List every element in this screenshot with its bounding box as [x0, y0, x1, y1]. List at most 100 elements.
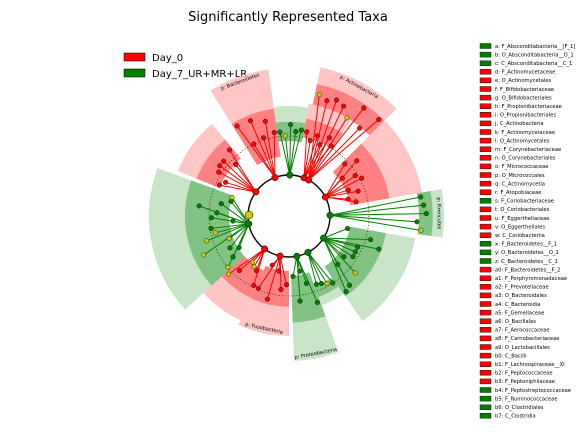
tree-branch [253, 143, 276, 178]
tree-branch [323, 237, 371, 241]
tree-branch [215, 223, 249, 234]
tree-branch [325, 175, 356, 198]
clade-root-node [320, 234, 328, 242]
clade-wedge-inner [291, 272, 326, 323]
tree-node [230, 254, 236, 260]
clade-wedge [210, 69, 281, 166]
tree-branch [279, 132, 291, 176]
tree-node [418, 227, 424, 233]
clade-root-node [304, 248, 312, 256]
tree-node [343, 289, 349, 295]
tree-node [236, 245, 242, 251]
key-swatch [479, 223, 492, 230]
tree-node [278, 286, 284, 292]
tree-node [298, 127, 304, 133]
key-label: o: F_Micrococcaceae [495, 164, 548, 170]
tree-node [330, 280, 336, 286]
key-swatch [479, 215, 492, 221]
key-swatch [479, 266, 492, 273]
clade-wedge-inner [324, 226, 386, 297]
key-label: a6: O_Bacillales [495, 319, 536, 325]
tree-branch [307, 252, 334, 284]
clade-root-node [305, 176, 313, 184]
tree-branch [307, 252, 322, 284]
tree-node [339, 175, 345, 181]
tree-branch [308, 100, 328, 181]
key-label: u: F_Eggerthellaceae [495, 216, 549, 222]
tree-node [283, 282, 289, 288]
tree-node [344, 115, 350, 121]
tree-node [236, 268, 242, 274]
phylum-label: p: Firmicutes [435, 197, 442, 230]
key-label: a3: O_Bacteroidales [495, 293, 547, 299]
tree-branch [266, 255, 281, 300]
tree-branch [219, 184, 256, 193]
tree-branch [323, 228, 348, 239]
tree-branch [198, 205, 249, 225]
tree-node [341, 254, 347, 260]
key-swatch [479, 189, 492, 195]
tree-branch [238, 223, 250, 248]
tree-node [304, 129, 310, 135]
tree-branch [303, 140, 311, 178]
key-swatch [479, 404, 492, 410]
tree-node [217, 163, 223, 169]
tree-branch [308, 94, 320, 181]
clade-root-node [271, 174, 279, 181]
tree-node [353, 199, 359, 205]
tree-branch [323, 237, 350, 286]
tree-node [288, 122, 294, 128]
tree-branch [223, 160, 257, 193]
tree-branch [303, 144, 321, 179]
tree-ring-mid [208, 135, 370, 297]
tree-node [352, 270, 358, 276]
clade-wedge-inner [312, 84, 385, 136]
tree-branch [229, 223, 250, 249]
key-label: b: O_Absconditabacteria__O_1 [495, 52, 574, 58]
key-swatch [479, 413, 492, 419]
key-swatch [479, 318, 492, 324]
key-label: f: F_Bifidobacteriaceae [495, 87, 554, 93]
tree-node [213, 230, 219, 236]
key-label: i: O_Propionibacteriales [495, 113, 556, 119]
key-swatch [479, 361, 492, 367]
tree-node [293, 129, 299, 135]
clade-wedge [312, 67, 397, 136]
key-label: l: O_Actinomycetales [495, 138, 550, 144]
key-label: b7: C_Clostridia [495, 414, 536, 420]
tree-node [355, 188, 361, 194]
key-swatch [479, 155, 492, 161]
clade-wedge [238, 265, 289, 336]
tree-branch [329, 213, 427, 216]
tree-node [262, 118, 268, 124]
tree-branch [308, 99, 338, 181]
key-label: p: O_Micrococcales [495, 173, 545, 179]
tree-node [277, 129, 283, 135]
tree-node [251, 141, 257, 147]
legend-swatch-day0 [123, 52, 146, 62]
clade-wedge [177, 124, 241, 188]
tree-branch [324, 177, 343, 198]
tree-node [352, 173, 358, 179]
tree-node [341, 103, 347, 109]
tree-node [297, 298, 303, 304]
tree-branch [325, 177, 362, 198]
key-label: y: O_Bacteroidetes__O_1 [495, 250, 559, 256]
key-label: v: O_Eggerthellales [495, 224, 545, 230]
tree-branch [225, 181, 256, 193]
tree-branch [308, 107, 365, 181]
taxa-key-list: a: F_Absconditabacteria__[F_1] b: O_Absco… [479, 43, 575, 420]
tree-node [251, 282, 257, 288]
key-label: e: O_Actinomycetales [495, 78, 552, 84]
tree-node [421, 202, 427, 208]
tree-branch [206, 223, 249, 242]
key-label: k: F_Actinomycetaceae [495, 130, 555, 136]
clade-root-node [261, 245, 269, 253]
tree-branch [308, 119, 380, 181]
key-label: x: F_Bacteroidetes__F_1 [495, 242, 557, 248]
tree-node [314, 299, 320, 305]
tree-branch [307, 252, 317, 285]
key-swatch [479, 292, 492, 299]
legend: Day_0 Day_7_UR+MR+LR [123, 52, 247, 80]
